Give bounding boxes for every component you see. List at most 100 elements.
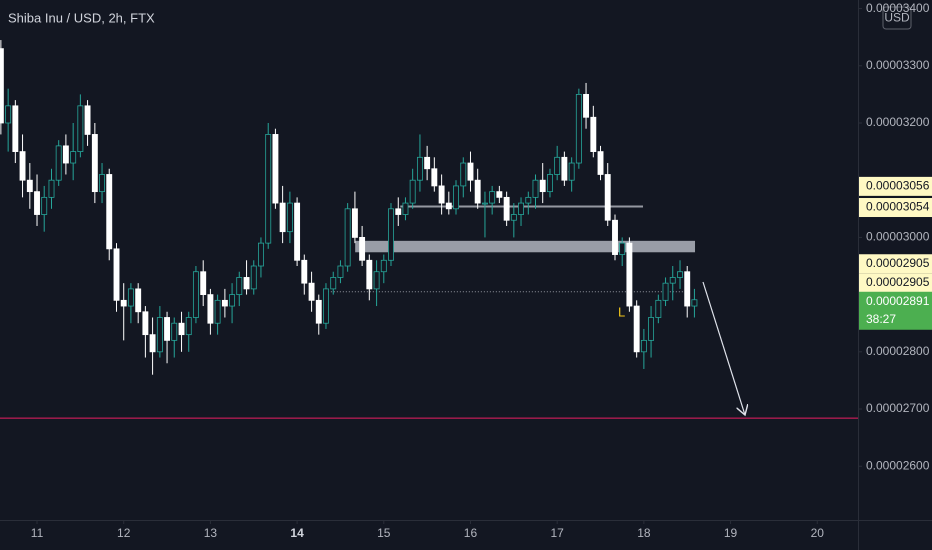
candle-body [265, 134, 272, 244]
candle-body [236, 277, 243, 296]
candle-body [366, 259, 373, 290]
candle-body [337, 265, 344, 278]
candle-body [561, 156, 568, 181]
candle-body [640, 339, 647, 353]
candle-body [445, 202, 452, 210]
candle-body [626, 242, 633, 307]
candle-body [62, 145, 69, 164]
x-tick-label: 15 [377, 526, 391, 540]
price-tag-label: 0.00002905 [866, 256, 930, 270]
price-tags: 0.00003056 0.00003054 0.00002905 0.00002905… [859, 176, 932, 330]
candle-body [200, 271, 207, 296]
candle-body [431, 168, 438, 187]
candle-body [648, 317, 655, 341]
price-tag-label: 0.00002905 [866, 275, 930, 289]
candle-body [590, 116, 597, 152]
candle-body [655, 299, 662, 318]
candle-body [662, 282, 669, 301]
candle-body [532, 179, 539, 198]
arrow [702, 281, 745, 415]
y-tick-label: 0.00003000 [866, 230, 930, 244]
candle-body [604, 174, 611, 221]
candle-body [547, 174, 553, 193]
candle-body [257, 242, 264, 267]
candle-body [294, 202, 301, 261]
candle-body [684, 271, 691, 307]
currency-box[interactable] [882, 6, 912, 30]
candle-body [575, 93, 582, 164]
candle-body [612, 219, 618, 255]
candle-body [568, 162, 575, 181]
x-tick-label: 11 [31, 526, 44, 540]
candle-body [207, 294, 214, 324]
candle-body [395, 208, 402, 215]
candle-body [308, 282, 315, 301]
candle-body [597, 151, 604, 175]
price-tag [859, 273, 932, 293]
candle-body [106, 174, 113, 250]
candle-body [460, 162, 467, 187]
candle-body [554, 156, 561, 175]
candle-body [373, 271, 380, 290]
candle-body [677, 271, 683, 278]
x-tick-label: 14 [290, 526, 304, 540]
candle-body [633, 305, 640, 353]
candle-body [0, 48, 4, 124]
price-tag-label: 0.00003054 [866, 200, 930, 214]
candle-body [315, 299, 322, 324]
candle-body [416, 156, 423, 181]
countdown: 38:27 [866, 312, 896, 326]
candle-body [19, 151, 26, 181]
candle-body [164, 317, 171, 341]
candle-body [127, 288, 134, 307]
candle-body [41, 196, 48, 215]
candle-body [171, 322, 178, 341]
candle-body [229, 294, 236, 307]
candle-body [518, 202, 524, 215]
x-tick-label: 16 [464, 526, 478, 540]
candle-body [669, 277, 676, 284]
candle-body [192, 271, 199, 318]
candle-body [156, 317, 163, 353]
price-tag [859, 198, 932, 218]
candle-body [178, 322, 185, 336]
candle-body [474, 179, 481, 204]
x-tick-label: 18 [637, 526, 651, 540]
price-tag [859, 254, 932, 274]
candle-body [359, 237, 366, 261]
candle-body [691, 299, 698, 307]
candle-body [351, 208, 358, 238]
candle-body [323, 288, 329, 324]
candle-body [453, 185, 459, 210]
candle-body [525, 196, 532, 204]
candle-body [467, 162, 474, 181]
candle-body [380, 259, 387, 273]
candle-body [583, 93, 589, 118]
candle-body [272, 134, 279, 204]
candle-body [243, 277, 250, 290]
candle-body [510, 214, 517, 221]
y-tick-label: 0.00003400 [866, 1, 930, 15]
candle-body [84, 105, 91, 135]
candle-body [286, 202, 293, 233]
candle-body [91, 134, 98, 193]
y-tick-label: 0.00002600 [866, 458, 930, 472]
candle-body [12, 105, 19, 152]
candle-body [113, 248, 120, 301]
currency-label[interactable]: USD [884, 11, 910, 25]
plot-area [0, 8, 862, 524]
x-tick-label: 20 [811, 526, 825, 540]
candle-body [409, 179, 416, 204]
candle-body [503, 196, 510, 221]
candle-body [214, 299, 221, 324]
candle-body [120, 299, 127, 307]
zone [355, 240, 696, 253]
annotation-label: L [618, 304, 625, 319]
candle-body [48, 179, 55, 198]
candle-body [5, 105, 12, 124]
candle-body [619, 242, 626, 255]
price-tag [859, 176, 932, 196]
candle-body [539, 179, 546, 193]
